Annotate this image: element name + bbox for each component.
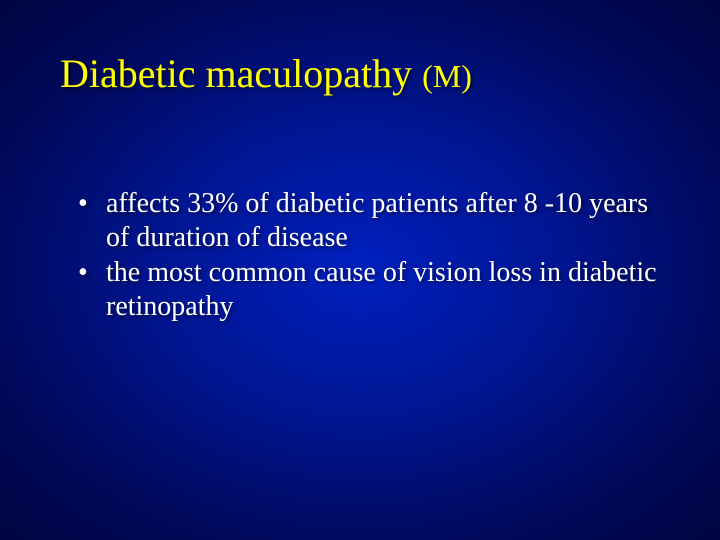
title-suffix: (M) <box>422 58 472 94</box>
bullet-item: the most common cause of vision loss in … <box>78 256 660 323</box>
slide: Diabetic maculopathy (M) affects 33% of … <box>0 0 720 540</box>
slide-content: affects 33% of diabetic patients after 8… <box>60 187 660 323</box>
title-main: Diabetic maculopathy <box>60 51 422 96</box>
slide-title: Diabetic maculopathy (M) <box>60 50 660 97</box>
bullet-list: affects 33% of diabetic patients after 8… <box>78 187 660 323</box>
bullet-item: affects 33% of diabetic patients after 8… <box>78 187 660 254</box>
